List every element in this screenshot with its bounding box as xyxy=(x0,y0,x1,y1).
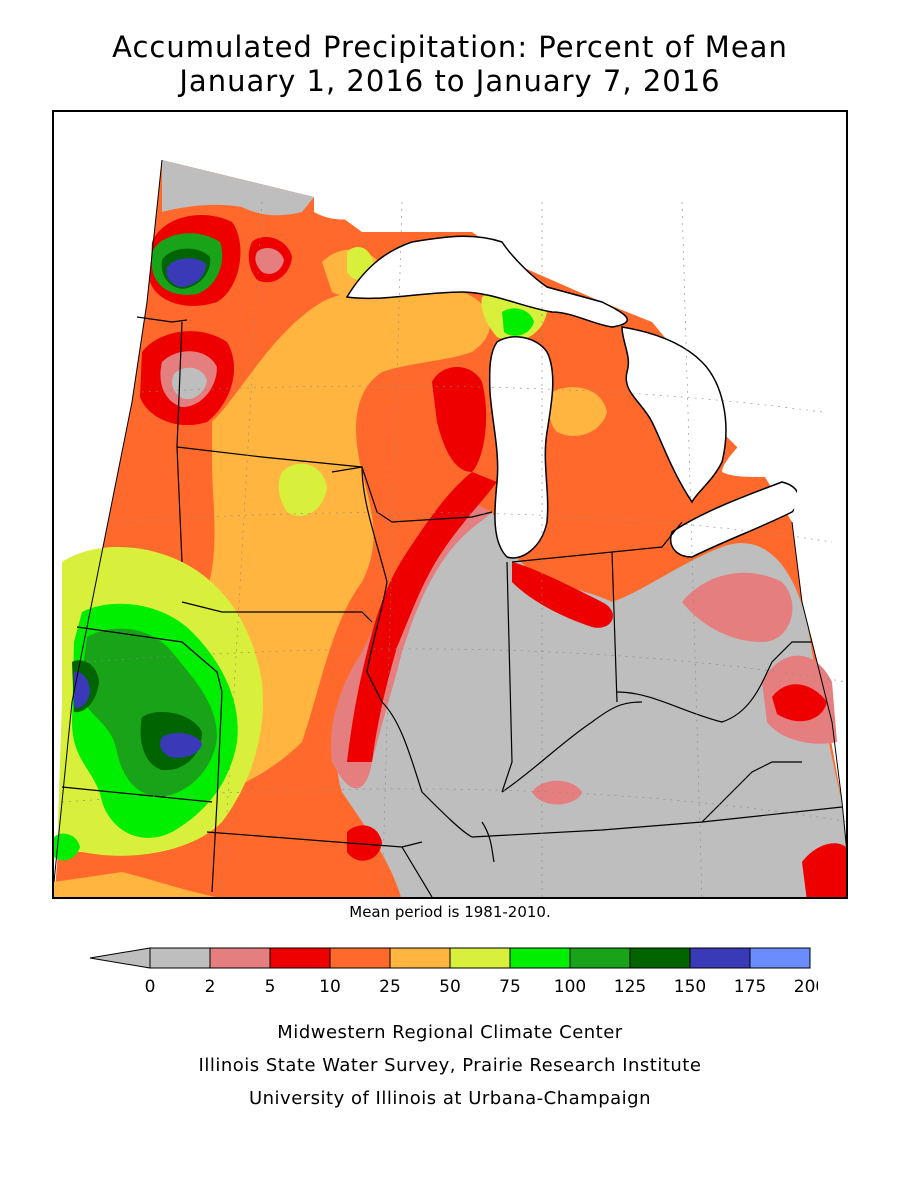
credit-isws: Illinois State Water Survey, Prairie Res… xyxy=(198,1055,702,1076)
lake-michigan xyxy=(488,336,554,559)
map-region-blue xyxy=(166,258,206,287)
credit-uiuc: University of Illinois at Urbana-Champai… xyxy=(248,1088,652,1109)
mean-period-note: Mean period is 1981-2010. xyxy=(349,903,551,921)
legend-tick-label: 50 xyxy=(439,977,461,997)
legend-tick-label: 2 xyxy=(205,977,216,997)
map-region-red xyxy=(347,472,497,762)
map-region-green xyxy=(54,833,80,861)
legend-swatch xyxy=(689,947,751,969)
map-region-lightorange xyxy=(54,872,217,897)
lat-lon-grid xyxy=(61,201,846,897)
map-domain-edge xyxy=(54,159,163,883)
map-date-range: January 1, 2016 to January 7, 2016 xyxy=(179,64,721,98)
legend-swatch xyxy=(449,947,511,969)
legend-arrow xyxy=(89,947,151,969)
legend-swatch xyxy=(569,947,631,969)
map-region-green xyxy=(502,308,534,336)
lake-superior xyxy=(345,235,628,328)
color-legend: 02510255075100125150175200 xyxy=(89,947,818,997)
legend-tick-label: 100 xyxy=(554,977,586,997)
lake-erie xyxy=(670,481,800,558)
map-domain-edge xyxy=(791,521,846,848)
map-region-pink xyxy=(532,780,582,805)
map-region-pink xyxy=(682,572,793,642)
legend-tick-label: 200 xyxy=(794,977,818,997)
map-region-blue xyxy=(160,732,202,758)
map-region-pink xyxy=(255,248,284,274)
legend-swatch xyxy=(629,947,691,969)
legend-swatch xyxy=(209,947,271,969)
map-region-lightorange xyxy=(548,387,607,436)
map-region-blue xyxy=(74,671,90,708)
map-region-gray xyxy=(172,367,207,400)
map-region-gray xyxy=(162,160,314,216)
legend-swatch xyxy=(329,947,391,969)
legend-tick-label: 10 xyxy=(319,977,341,997)
legend-tick-label: 0 xyxy=(145,977,156,997)
legend-swatch xyxy=(149,947,211,969)
legend-tick-label: 150 xyxy=(674,977,706,997)
legend-tick-label: 125 xyxy=(614,977,646,997)
legend-tick-label: 25 xyxy=(379,977,401,997)
legend-swatch xyxy=(389,947,451,969)
legend-tick-label: 5 xyxy=(265,977,276,997)
legend-swatch xyxy=(509,947,571,969)
legend-tick-label: 75 xyxy=(499,977,521,997)
state-boundaries xyxy=(61,316,843,897)
legend-swatch xyxy=(749,947,811,969)
map-region-red xyxy=(512,562,613,628)
map-region-red xyxy=(772,684,827,722)
map-region-yellowgreen xyxy=(278,463,327,516)
credit-mrcc: Midwestern Regional Climate Center xyxy=(277,1022,623,1043)
map-title: Accumulated Precipitation: Percent of Me… xyxy=(112,30,788,64)
map-region-red xyxy=(347,825,382,861)
map-region-red xyxy=(432,367,487,472)
precipitation-map xyxy=(52,110,848,899)
canada-area xyxy=(314,179,804,522)
lake-huron xyxy=(621,326,727,504)
legend-swatch xyxy=(269,947,331,969)
map-region-red xyxy=(802,843,846,897)
legend-tick-label: 175 xyxy=(734,977,766,997)
